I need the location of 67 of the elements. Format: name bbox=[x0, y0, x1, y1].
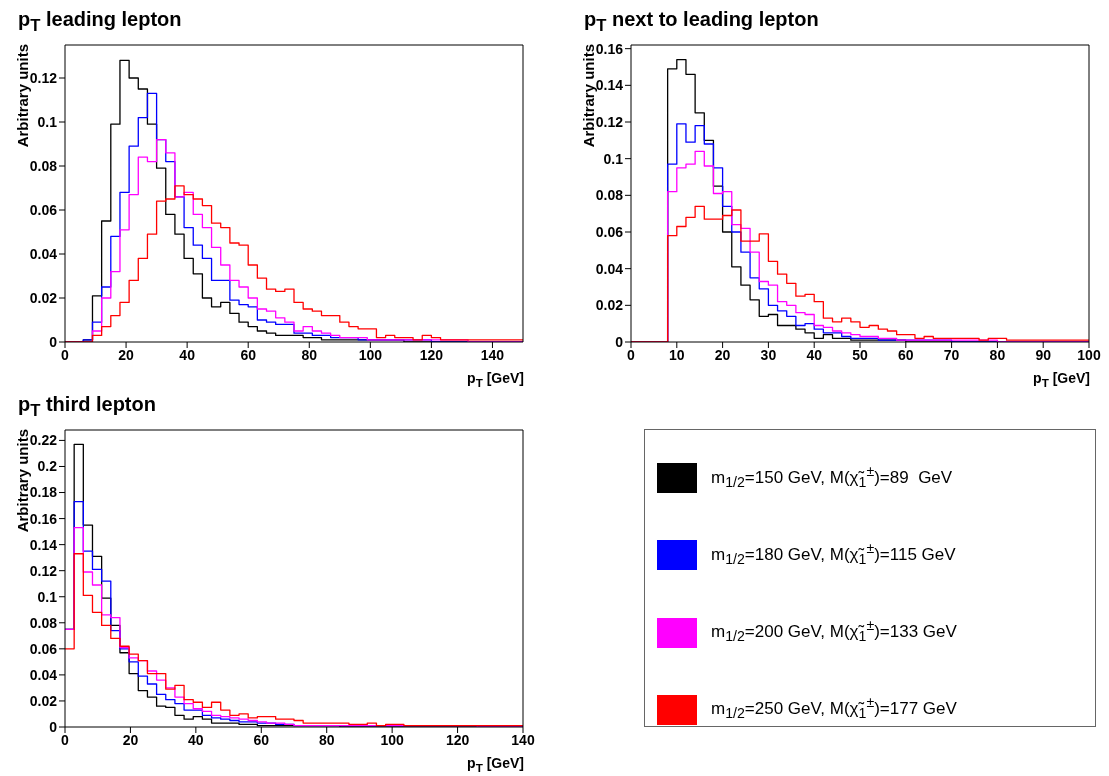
x-axis-title: p$_{T}$ [GeV] bbox=[467, 370, 524, 389]
x-tick-label: 80 bbox=[989, 346, 1006, 363]
legend-label: m$_{1/2}$=200 GeV, M(χ̃$_{1}$$^{±}$)=133 GeV bbox=[711, 617, 957, 645]
chart-title: p$_{T}$ next to leading lepton bbox=[584, 8, 819, 36]
y-tick-label: 0 bbox=[49, 718, 58, 735]
x-tick-label: 120 bbox=[419, 346, 444, 363]
chart-title: p$_{T}$ third lepton bbox=[18, 393, 156, 421]
y-tick-label: 0.08 bbox=[29, 614, 58, 631]
y-tick-label: 0.08 bbox=[595, 187, 624, 204]
x-tick-label: 60 bbox=[253, 731, 270, 748]
y-tick-label: 0.1 bbox=[37, 113, 58, 130]
y-tick-label: 0 bbox=[49, 333, 58, 350]
x-tick-label: 0 bbox=[61, 731, 70, 748]
x-tick-label: 0 bbox=[627, 346, 636, 363]
x-axis-title: p$_{T}$ [GeV] bbox=[1033, 370, 1090, 389]
y-tick-label: 0.1 bbox=[603, 150, 624, 167]
x-tick-label: 140 bbox=[511, 731, 535, 748]
y-axis-title: Arbitrary units bbox=[580, 44, 597, 148]
x-tick-label: 100 bbox=[1077, 346, 1101, 363]
y-tick-label: 0.12 bbox=[595, 113, 624, 130]
y-tick-label: 0.06 bbox=[595, 223, 624, 240]
y-tick-label: 0.02 bbox=[29, 289, 58, 306]
y-tick-label: 0.08 bbox=[29, 157, 58, 174]
y-axis-title: Arbitrary units bbox=[14, 44, 31, 148]
x-tick-label: 20 bbox=[122, 731, 139, 748]
x-tick-label: 40 bbox=[188, 731, 204, 748]
legend-label: m$_{1/2}$=150 GeV, M(χ̃$_{1}$$^{±}$)=89 GeV bbox=[711, 463, 953, 491]
y-tick-label: 0.06 bbox=[29, 201, 58, 218]
x-tick-label: 100 bbox=[358, 346, 383, 363]
x-tick-label: 70 bbox=[943, 346, 960, 363]
x-tick-label: 60 bbox=[898, 346, 914, 363]
x-axis-title: p$_{T}$ [GeV] bbox=[467, 755, 524, 774]
y-tick-label: 0.1 bbox=[37, 588, 58, 605]
y-tick-label: 0 bbox=[615, 333, 624, 350]
y-tick-label: 0.16 bbox=[29, 510, 58, 527]
x-tick-label: 120 bbox=[445, 731, 470, 748]
chart-title: p$_{T}$ leading lepton bbox=[18, 8, 182, 36]
y-tick-label: 0.06 bbox=[29, 640, 58, 657]
legend-label: m$_{1/2}$=250 GeV, M(χ̃$_{1}$$^{±}$)=177 GeV bbox=[711, 694, 957, 722]
legend-label: m$_{1/2}$=180 GeV, M(χ̃$_{1}$$^{±}$)=115 GeV bbox=[711, 540, 956, 568]
x-tick-label: 50 bbox=[852, 346, 868, 363]
x-tick-label: 80 bbox=[318, 731, 335, 748]
x-tick-label: 20 bbox=[714, 346, 731, 363]
x-tick-label: 100 bbox=[380, 731, 405, 748]
x-tick-label: 140 bbox=[480, 346, 505, 363]
y-tick-label: 0.14 bbox=[29, 536, 58, 553]
x-tick-label: 40 bbox=[179, 346, 196, 363]
y-tick-label: 0.22 bbox=[29, 432, 58, 449]
x-tick-label: 10 bbox=[669, 346, 685, 363]
y-tick-label: 0.04 bbox=[29, 245, 58, 262]
y-tick-label: 0.12 bbox=[29, 69, 58, 86]
y-axis-title: Arbitrary units bbox=[14, 429, 31, 533]
y-tick-label: 0.18 bbox=[29, 484, 58, 501]
x-tick-label: 40 bbox=[806, 346, 823, 363]
y-tick-label: 0.12 bbox=[29, 562, 58, 579]
x-tick-label: 90 bbox=[1035, 346, 1052, 363]
x-tick-label: 80 bbox=[301, 346, 318, 363]
y-tick-label: 0.02 bbox=[595, 297, 624, 314]
y-tick-label: 0.2 bbox=[37, 458, 58, 475]
x-tick-label: 30 bbox=[760, 346, 777, 363]
y-tick-label: 0.16 bbox=[595, 40, 624, 57]
y-tick-label: 0.02 bbox=[29, 692, 58, 709]
x-tick-label: 60 bbox=[240, 346, 257, 363]
y-tick-label: 0.04 bbox=[595, 260, 624, 277]
x-tick-label: 20 bbox=[118, 346, 135, 363]
y-tick-label: 0.04 bbox=[29, 666, 58, 683]
x-tick-label: 0 bbox=[61, 346, 70, 363]
